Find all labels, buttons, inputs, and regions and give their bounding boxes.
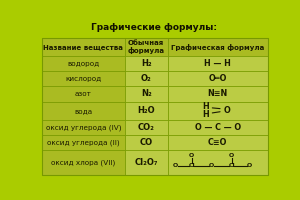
Text: азот: азот [75,91,92,97]
Bar [42,135,125,150]
Text: O: O [173,163,178,168]
Text: O — C — O: O — C — O [195,123,241,132]
Text: Cl₂O₇: Cl₂O₇ [134,158,158,167]
Text: Графическая формула: Графическая формула [171,44,264,51]
Text: O₂: O₂ [141,74,152,83]
Text: C≡O: C≡O [208,138,227,147]
Text: водород: водород [67,61,100,67]
Bar [168,86,268,102]
Bar [168,38,268,56]
Text: CO₂: CO₂ [138,123,154,132]
Text: Название вещества: Название вещества [44,44,123,50]
Text: O═O: O═O [208,74,227,83]
Bar [125,86,168,102]
Text: кислород: кислород [65,76,101,82]
Bar [168,150,268,175]
Text: O: O [229,153,234,158]
Bar [168,102,268,120]
Text: оксид углерода (II): оксид углерода (II) [47,139,120,146]
Text: H: H [203,102,209,111]
Text: оксид хлора (VII): оксид хлора (VII) [51,159,116,166]
Text: Cl: Cl [228,163,235,168]
Bar [168,56,268,71]
Text: H: H [203,110,209,119]
Bar [125,135,168,150]
Text: N≡N: N≡N [208,89,228,98]
Text: вода: вода [74,108,92,114]
Text: N₂: N₂ [141,89,152,98]
Bar [42,120,125,135]
Bar [42,56,125,71]
Text: H — H: H — H [204,59,231,68]
Text: Обычная
формула: Обычная формула [128,40,165,54]
Bar [125,102,168,120]
Bar [42,102,125,120]
Text: H₂: H₂ [141,59,152,68]
Bar [42,86,125,102]
Bar [42,150,125,175]
Text: CO: CO [140,138,153,147]
Text: O: O [224,106,230,115]
Text: оксид углерода (IV): оксид углерода (IV) [46,124,121,131]
Bar [42,71,125,86]
Bar [125,150,168,175]
Bar [125,120,168,135]
Bar [125,56,168,71]
Bar [168,135,268,150]
Bar [125,38,168,56]
Text: O: O [247,163,252,168]
Bar [125,71,168,86]
Text: Графические формулы:: Графические формулы: [91,23,217,32]
Text: O: O [189,153,194,158]
Bar [168,71,268,86]
Text: O: O [209,163,214,168]
Bar [168,120,268,135]
Bar [42,38,268,175]
Text: H₂O: H₂O [137,106,155,115]
Bar [42,38,125,56]
Text: Cl: Cl [188,163,195,168]
